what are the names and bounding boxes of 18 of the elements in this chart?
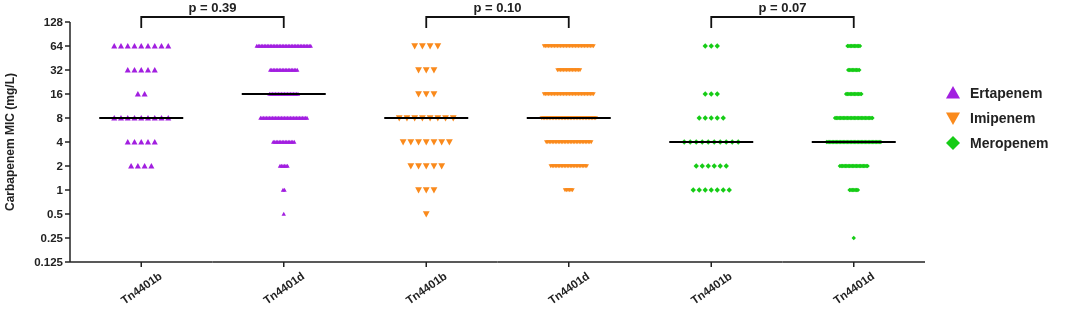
legend-label: Meropenem [970,134,1049,151]
y-tick-label: 32 [50,64,63,77]
text: p = 0.10 [473,0,522,15]
legend-label: Ertapenem [970,84,1043,101]
text: p = 0.07 [758,0,807,15]
y-tick-label: 2 [56,160,63,173]
y-tick-label: 0.125 [34,256,64,269]
y-axis-title: Carbapenem MIC (mg/L) [3,72,17,212]
legend-label: Imipenem [970,109,1036,126]
y-tick-label: 8 [56,112,64,125]
y-tick-label: 64 [50,40,64,53]
text: p = 0.39 [188,0,237,15]
y-tick-label: 0.5 [47,208,64,221]
y-tick-label: 1 [56,184,64,197]
y-tick-label: 128 [43,16,64,29]
y-tick-label: 4 [56,136,64,149]
y-tick-label: 16 [50,88,63,101]
y-tick-label: 0.25 [40,232,64,245]
